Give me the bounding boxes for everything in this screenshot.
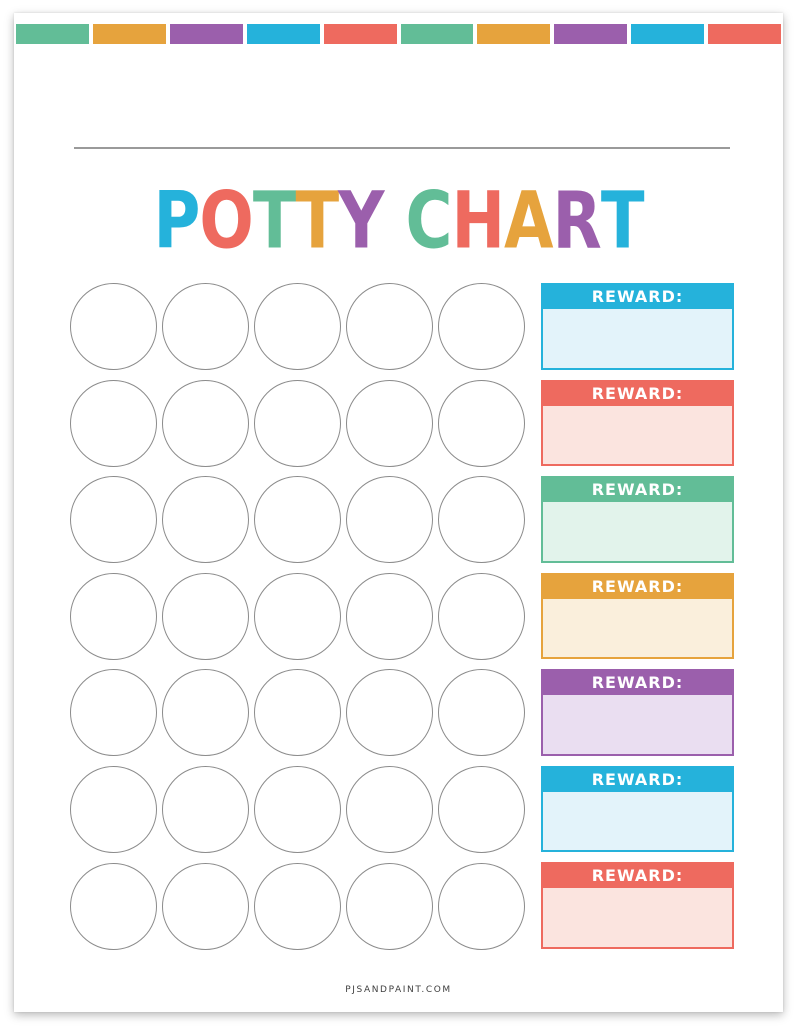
reward-fill-in-area[interactable]	[543, 888, 732, 947]
sticker-circle[interactable]	[346, 669, 433, 757]
color-block	[477, 24, 551, 44]
sticker-circle[interactable]	[254, 572, 341, 660]
color-block	[16, 24, 89, 44]
color-block	[323, 24, 397, 44]
reward-box: REWARD:	[541, 572, 734, 659]
sticker-circle[interactable]	[254, 476, 341, 564]
color-block	[554, 24, 628, 44]
sticker-circle[interactable]	[162, 862, 249, 950]
sticker-circle[interactable]	[162, 765, 249, 853]
title-letter: Y	[338, 176, 384, 268]
title-letter: P	[153, 176, 201, 268]
color-block	[246, 24, 320, 44]
sticker-circle[interactable]	[346, 379, 433, 467]
color-block	[92, 24, 166, 44]
reward-fill-in-area[interactable]	[543, 695, 732, 754]
sticker-circle[interactable]	[70, 862, 157, 950]
title-letter: H	[451, 176, 505, 268]
sticker-circle[interactable]	[70, 476, 157, 564]
sticker-circle[interactable]	[438, 862, 525, 950]
reward-fill-in-area[interactable]	[543, 405, 732, 464]
color-block	[169, 24, 243, 44]
sticker-circle[interactable]	[438, 476, 525, 564]
sticker-circle[interactable]	[438, 669, 525, 757]
title-letter: C	[405, 176, 452, 268]
reward-label: REWARD:	[543, 574, 732, 599]
color-block	[708, 24, 782, 44]
sticker-circle[interactable]	[438, 379, 525, 467]
potty-chart-page: POTTY CHART REWARD: REWARD: REWARD: REWARD: R…	[14, 13, 783, 1012]
sticker-circle[interactable]	[346, 862, 433, 950]
footer-credit: PJSANDPAINT.COM	[345, 985, 452, 995]
sticker-circle[interactable]	[162, 476, 249, 564]
reward-fill-in-area[interactable]	[543, 791, 732, 850]
sticker-circle[interactable]	[254, 669, 341, 757]
sticker-circle[interactable]	[162, 669, 249, 757]
reward-column: REWARD: REWARD: REWARD: REWARD: REWARD: REWAR…	[541, 283, 734, 959]
sticker-circle[interactable]	[162, 283, 249, 370]
reward-fill-in-area[interactable]	[543, 598, 732, 657]
reward-label: REWARD:	[543, 767, 732, 792]
reward-label: REWARD:	[543, 381, 732, 406]
sticker-circle[interactable]	[346, 476, 433, 564]
sticker-circle[interactable]	[254, 283, 341, 370]
sticker-circle[interactable]	[346, 283, 433, 370]
title-letter: T	[295, 176, 339, 268]
sticker-circle[interactable]	[70, 379, 157, 467]
divider-line	[74, 147, 730, 149]
sticker-circle[interactable]	[254, 379, 341, 467]
sticker-circle-grid	[70, 283, 525, 950]
sticker-circle[interactable]	[70, 572, 157, 660]
reward-box: REWARD:	[541, 283, 734, 370]
reward-box: REWARD:	[541, 379, 734, 466]
reward-label: REWARD:	[543, 864, 732, 888]
sticker-circle[interactable]	[438, 572, 525, 660]
reward-label: REWARD:	[543, 285, 732, 309]
title-letter: R	[552, 176, 602, 268]
sticker-circle[interactable]	[162, 379, 249, 467]
reward-box: REWARD:	[541, 862, 734, 949]
reward-box: REWARD:	[541, 765, 734, 852]
color-block	[400, 24, 474, 44]
title-letter: T	[252, 176, 297, 268]
title-letter: T	[600, 176, 645, 268]
sticker-circle[interactable]	[70, 283, 157, 370]
sticker-circle[interactable]	[438, 765, 525, 853]
sticker-circle[interactable]	[254, 765, 341, 853]
sticker-circle[interactable]	[254, 862, 341, 950]
reward-label: REWARD:	[543, 671, 732, 695]
sticker-circle[interactable]	[346, 765, 433, 853]
title-letter: A	[504, 176, 554, 268]
page-title: POTTY CHART	[14, 183, 783, 261]
top-color-border	[16, 24, 782, 44]
reward-label: REWARD:	[543, 478, 732, 502]
sticker-circle[interactable]	[438, 283, 525, 370]
sticker-circle[interactable]	[162, 572, 249, 660]
title-letter: O	[199, 176, 253, 268]
reward-box: REWARD:	[541, 669, 734, 756]
sticker-circle[interactable]	[70, 765, 157, 853]
reward-fill-in-area[interactable]	[543, 502, 732, 561]
reward-box: REWARD:	[541, 476, 734, 563]
sticker-circle[interactable]	[346, 572, 433, 660]
reward-fill-in-area[interactable]	[543, 309, 732, 368]
color-block	[631, 24, 705, 44]
sticker-circle[interactable]	[70, 669, 157, 757]
